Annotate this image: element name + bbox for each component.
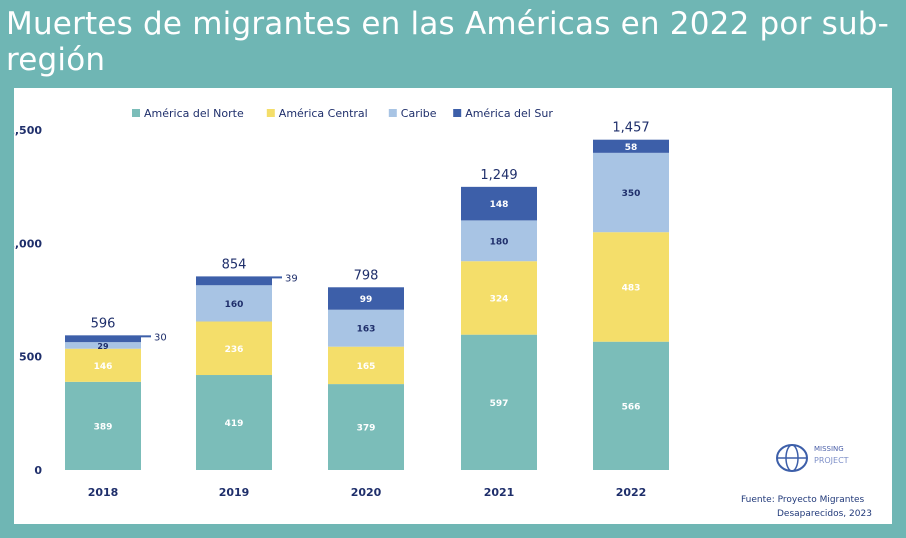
bar-segment (328, 346, 404, 385)
segment-value-label: 148 (490, 200, 509, 210)
source-line-2: Desaparecidos, 2023 (777, 509, 872, 519)
x-tick-label: 2018 (88, 486, 119, 499)
bar-total-label: 596 (91, 316, 116, 331)
segment-value-label: 597 (490, 399, 509, 409)
bar-segment (461, 220, 537, 262)
y-tick-label: 1,000 (14, 237, 42, 250)
bar-segment (593, 232, 669, 342)
bar-segment (328, 309, 404, 347)
bar-segment (328, 384, 404, 470)
segment-value-label: 324 (490, 294, 509, 304)
y-tick-label: 1,500 (14, 124, 42, 137)
legend-swatch (132, 109, 140, 117)
bar-segment (196, 276, 272, 286)
bar-segment (196, 321, 272, 376)
legend-label: América del Norte (144, 107, 244, 120)
legend-swatch (453, 109, 462, 117)
segment-value-label: 483 (622, 283, 641, 293)
chart-title: Muertes de migrantes en las Américas en … (6, 6, 890, 78)
segment-value-label: 236 (225, 345, 244, 355)
bar-total-label: 1,457 (612, 121, 649, 136)
x-tick-label: 2020 (351, 486, 382, 499)
iom-globe-icon (776, 444, 808, 472)
missing-migrants-logo: MISSING PROJECT (774, 440, 884, 480)
bar-segment (65, 381, 141, 470)
bar-segment (328, 287, 404, 310)
chart-panel: 0 500 1,000 1,500 América del Norte América C… (7, 88, 892, 524)
segment-value-label: 58 (625, 143, 638, 153)
legend-swatch (388, 109, 397, 117)
bar-segment (65, 335, 141, 343)
bar-total-label: 854 (222, 257, 247, 272)
segment-value-label: 160 (225, 300, 244, 310)
callout-value-label: 30 (154, 332, 167, 343)
segment-value-label: 419 (225, 419, 244, 429)
segment-value-label: 566 (622, 402, 641, 412)
callout-value-label: 39 (285, 273, 298, 284)
segment-value-label: 165 (357, 362, 376, 372)
x-tick-label: 2022 (616, 486, 647, 499)
segment-value-label: 29 (97, 342, 109, 351)
stacked-bar-chart: 0 500 1,000 1,500 América del Norte América C… (7, 107, 669, 499)
infographic-frame: Muertes de migrantes en las Américas en … (6, 6, 900, 532)
bar-segment (593, 341, 669, 470)
segment-value-label: 99 (360, 295, 373, 305)
bar-total-label: 1,249 (480, 168, 517, 183)
bar-segment (461, 334, 537, 470)
bar-segment (461, 261, 537, 335)
segment-value-label: 163 (357, 325, 376, 335)
segment-value-label: 180 (490, 237, 509, 247)
logo-line-2: PROJECT (814, 456, 849, 465)
segment-value-label: 146 (94, 362, 113, 372)
x-tick-label: 2019 (219, 486, 250, 499)
segment-value-label: 350 (622, 189, 641, 199)
bar-segment (196, 375, 272, 470)
source-line-1: Fuente: Proyecto Migrantes (741, 495, 865, 505)
bar-segment (461, 186, 537, 221)
bar-segment (65, 342, 141, 349)
bar-segment (196, 285, 272, 322)
bar-total-label: 798 (354, 268, 379, 283)
logo-line-1: MISSING (814, 445, 844, 453)
legend-label: Caribe (401, 107, 437, 120)
bar-segment (593, 152, 669, 233)
y-tick-label: 500 (19, 351, 42, 364)
legend-swatch (266, 109, 275, 117)
bar-segment (593, 139, 669, 153)
y-tick-label: 0 (34, 464, 42, 477)
source-note: Fuente: Proyecto Migrantes Desaparecidos… (741, 493, 891, 521)
x-tick-label: 2021 (484, 486, 515, 499)
bar-segment (65, 348, 141, 382)
legend-label: América Central (279, 107, 368, 120)
legend-label: América del Sur (465, 107, 553, 120)
segment-value-label: 379 (357, 424, 376, 434)
segment-value-label: 389 (94, 422, 113, 432)
